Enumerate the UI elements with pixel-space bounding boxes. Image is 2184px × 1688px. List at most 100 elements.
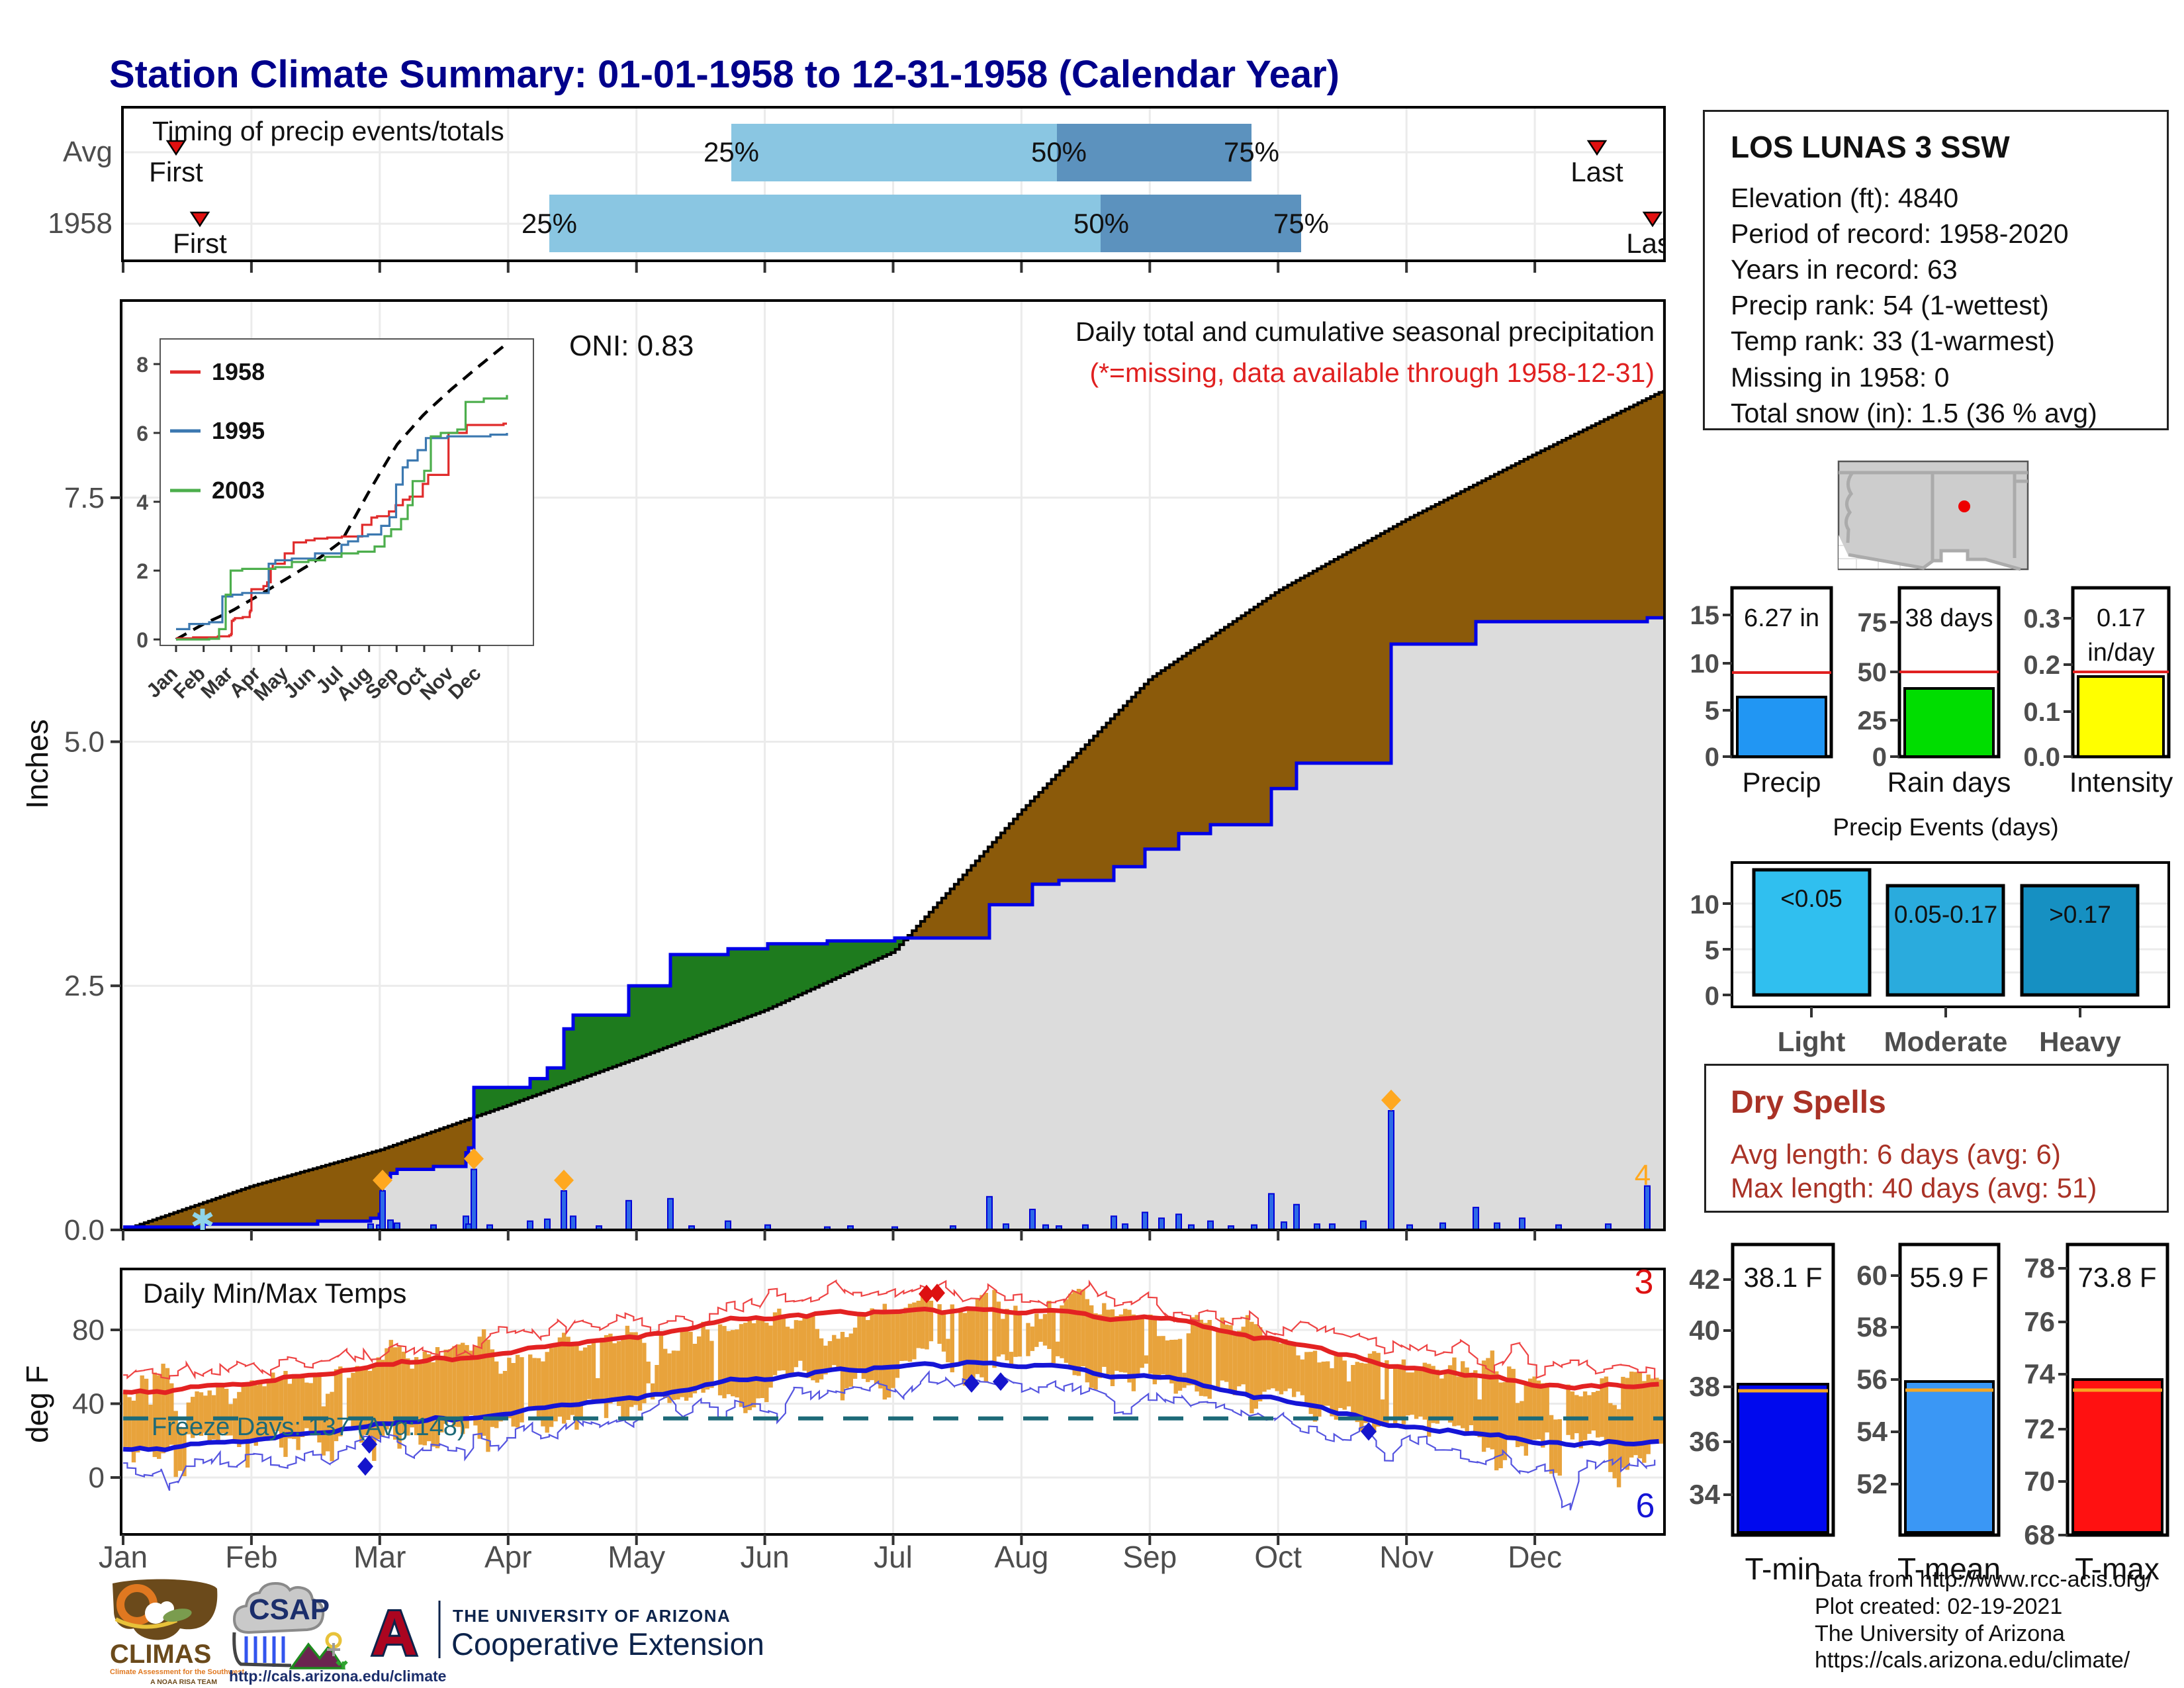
svg-text:T-max: T-max — [2075, 1552, 2160, 1586]
svg-text:10: 10 — [1690, 649, 1720, 679]
svg-text:50%: 50% — [1031, 136, 1087, 167]
svg-text:Feb: Feb — [225, 1540, 277, 1574]
svg-text:Jul: Jul — [874, 1540, 913, 1574]
svg-text:0: 0 — [89, 1462, 105, 1494]
svg-text:8: 8 — [136, 353, 148, 377]
svg-text:A NOAA RISA TEAM: A NOAA RISA TEAM — [150, 1678, 217, 1686]
svg-text:0: 0 — [1872, 743, 1887, 772]
svg-text:THE UNIVERSITY OF ARIZONA: THE UNIVERSITY OF ARIZONA — [453, 1606, 731, 1626]
svg-text:http://cals.arizona.edu/climat: http://cals.arizona.edu/climate — [229, 1667, 446, 1685]
svg-text:Heavy: Heavy — [2039, 1026, 2121, 1057]
svg-text:38.1 F: 38.1 F — [1743, 1262, 1822, 1293]
svg-text:7.5: 7.5 — [64, 482, 105, 514]
svg-text:Precip Events (days): Precip Events (days) — [1833, 814, 2058, 841]
svg-text:✱: ✱ — [191, 1204, 215, 1237]
svg-text:0.0: 0.0 — [64, 1214, 105, 1246]
svg-text:2: 2 — [136, 559, 148, 583]
svg-text:Freeze Days: 137 (Avg:148): Freeze Days: 137 (Avg:148) — [152, 1413, 466, 1441]
svg-text:CSAP: CSAP — [249, 1593, 330, 1626]
svg-text:58: 58 — [1856, 1311, 1888, 1342]
svg-text:Precip: Precip — [1742, 767, 1821, 798]
svg-text:54: 54 — [1856, 1416, 1888, 1447]
svg-text:0.2: 0.2 — [2023, 651, 2060, 680]
svg-text:72: 72 — [2024, 1413, 2055, 1444]
svg-text:First: First — [173, 228, 227, 259]
svg-text:1958: 1958 — [48, 207, 113, 240]
svg-text:34: 34 — [1689, 1479, 1720, 1510]
svg-text:Light: Light — [1778, 1026, 1846, 1057]
svg-text:6.27 in: 6.27 in — [1744, 604, 1819, 632]
svg-text:CLIMAS: CLIMAS — [110, 1640, 211, 1669]
svg-text:25: 25 — [1858, 706, 1888, 735]
svg-text:10: 10 — [1690, 890, 1720, 919]
svg-text:May: May — [608, 1540, 665, 1574]
svg-text:75%: 75% — [1273, 208, 1329, 239]
svg-text:0.0: 0.0 — [2023, 743, 2060, 772]
svg-text:Cooperative Extension: Cooperative Extension — [451, 1626, 764, 1662]
svg-text:73.8 F: 73.8 F — [2077, 1262, 2156, 1293]
svg-text:75: 75 — [1858, 608, 1888, 637]
svg-text:80: 80 — [72, 1314, 105, 1346]
svg-text:60: 60 — [1856, 1260, 1888, 1291]
svg-text:74: 74 — [2024, 1358, 2055, 1389]
svg-text:Last: Last — [1626, 228, 1679, 259]
svg-text:70: 70 — [2024, 1466, 2055, 1497]
svg-text:Dec: Dec — [1508, 1540, 1562, 1574]
svg-text:4: 4 — [136, 491, 148, 514]
svg-text:T-min: T-min — [1745, 1552, 1821, 1586]
svg-text:Daily Min/Max Temps: Daily Min/Max Temps — [143, 1278, 406, 1309]
svg-text:38 days: 38 days — [1905, 604, 1993, 632]
svg-text:75%: 75% — [1224, 136, 1279, 167]
svg-text:40: 40 — [72, 1388, 105, 1421]
svg-text:>0.17: >0.17 — [2049, 901, 2111, 928]
svg-text:Apr: Apr — [484, 1540, 532, 1574]
svg-text:Timing of precip events/totals: Timing of precip events/totals — [152, 116, 504, 146]
svg-text:52: 52 — [1856, 1468, 1888, 1499]
svg-text:0.05-0.17: 0.05-0.17 — [1894, 901, 1997, 928]
svg-text:Oct: Oct — [1254, 1540, 1302, 1574]
svg-text:Rain days: Rain days — [1888, 767, 2011, 798]
svg-text:5: 5 — [1705, 696, 1719, 726]
svg-text:3: 3 — [1635, 1263, 1654, 1301]
svg-text:Nov: Nov — [1379, 1540, 1433, 1574]
svg-text:0.17: 0.17 — [2097, 604, 2146, 632]
svg-text:6: 6 — [1636, 1487, 1655, 1525]
svg-text:Intensity: Intensity — [2070, 767, 2173, 798]
svg-text:A: A — [371, 1598, 417, 1669]
svg-text:6: 6 — [136, 422, 148, 445]
svg-text:0: 0 — [1705, 743, 1719, 772]
svg-text:0.1: 0.1 — [2023, 698, 2060, 727]
svg-text:1995: 1995 — [212, 417, 265, 444]
svg-text:15: 15 — [1690, 601, 1720, 630]
svg-text:55.9 F: 55.9 F — [1909, 1262, 1988, 1293]
svg-text:T-mean: T-mean — [1897, 1552, 2001, 1586]
svg-text:25%: 25% — [704, 136, 759, 167]
svg-text:76: 76 — [2024, 1306, 2055, 1337]
svg-text:56: 56 — [1856, 1364, 1888, 1395]
svg-text:68: 68 — [2024, 1519, 2055, 1550]
svg-text:5.0: 5.0 — [64, 726, 105, 759]
svg-text:Sep: Sep — [1122, 1540, 1177, 1574]
svg-text:1958: 1958 — [212, 358, 265, 385]
svg-text:2.5: 2.5 — [64, 970, 105, 1002]
svg-text:Avg: Avg — [63, 136, 113, 168]
svg-text:38: 38 — [1689, 1371, 1720, 1402]
svg-text:Aug: Aug — [994, 1540, 1048, 1574]
svg-text:Climate Assessment for the Sou: Climate Assessment for the Southwest — [110, 1668, 244, 1676]
svg-text:5: 5 — [1705, 936, 1719, 965]
svg-text:Mar: Mar — [353, 1540, 406, 1574]
svg-text:36: 36 — [1689, 1426, 1720, 1457]
svg-text:42: 42 — [1689, 1264, 1720, 1295]
svg-text:40: 40 — [1689, 1315, 1720, 1346]
svg-text:50%: 50% — [1073, 208, 1129, 239]
svg-text:50: 50 — [1858, 658, 1888, 687]
svg-text:First: First — [149, 156, 203, 187]
svg-text:2003: 2003 — [212, 477, 265, 504]
svg-text:in/day: in/day — [2087, 639, 2154, 667]
svg-text:0: 0 — [136, 628, 148, 652]
svg-text:Moderate: Moderate — [1884, 1026, 2008, 1057]
svg-text:4: 4 — [1635, 1159, 1651, 1192]
svg-text:Jan: Jan — [99, 1540, 148, 1574]
svg-text:78: 78 — [2024, 1252, 2055, 1284]
svg-text:25%: 25% — [522, 208, 577, 239]
